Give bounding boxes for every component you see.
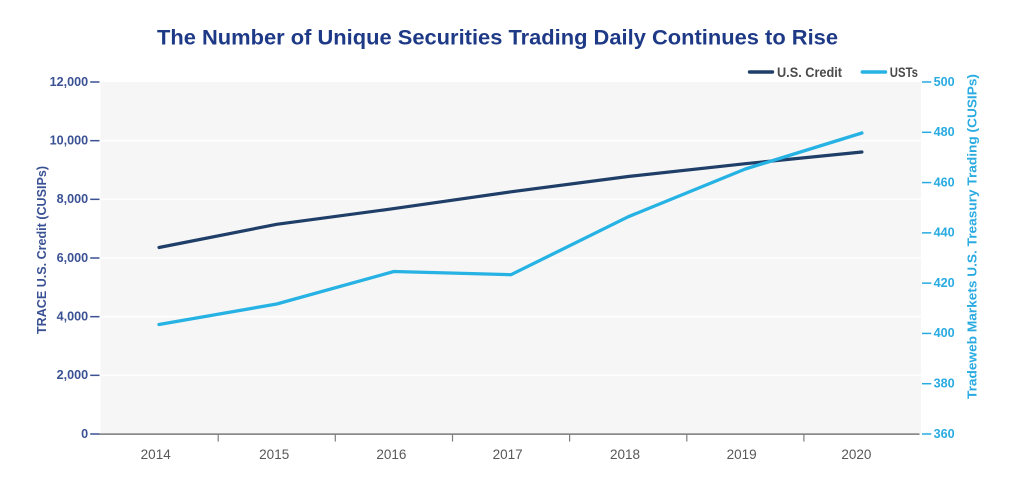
svg-text:480: 480 bbox=[934, 125, 955, 139]
svg-text:2017: 2017 bbox=[493, 447, 523, 462]
svg-text:420: 420 bbox=[934, 276, 955, 290]
svg-text:2019: 2019 bbox=[727, 447, 757, 462]
svg-text:8,000: 8,000 bbox=[57, 192, 89, 206]
svg-text:The Number of Unique Securitie: The Number of Unique Securities Trading … bbox=[157, 27, 838, 50]
svg-text:U.S. Credit: U.S. Credit bbox=[777, 65, 842, 80]
svg-text:0: 0 bbox=[81, 427, 88, 441]
svg-text:2020: 2020 bbox=[841, 447, 871, 462]
svg-text:2016: 2016 bbox=[376, 447, 406, 462]
svg-text:TRACE U.S. Credit (CUSIPs): TRACE U.S. Credit (CUSIPs) bbox=[35, 166, 49, 334]
svg-text:4,000: 4,000 bbox=[57, 309, 89, 323]
svg-text:Tradeweb Markets U.S. Treasury: Tradeweb Markets U.S. Treasury Trading (… bbox=[966, 74, 980, 399]
svg-text:12,000: 12,000 bbox=[50, 75, 89, 89]
svg-text:460: 460 bbox=[934, 175, 955, 189]
svg-text:2018: 2018 bbox=[610, 447, 640, 462]
svg-text:380: 380 bbox=[934, 377, 955, 391]
svg-text:360: 360 bbox=[934, 427, 955, 441]
svg-text:6,000: 6,000 bbox=[57, 251, 89, 265]
svg-text:500: 500 bbox=[934, 75, 955, 89]
svg-text:2015: 2015 bbox=[259, 447, 289, 462]
svg-text:USTs: USTs bbox=[890, 65, 918, 80]
svg-text:10,000: 10,000 bbox=[50, 133, 89, 147]
svg-text:2014: 2014 bbox=[141, 447, 172, 462]
svg-text:440: 440 bbox=[934, 226, 955, 240]
svg-text:2,000: 2,000 bbox=[57, 368, 89, 382]
svg-text:400: 400 bbox=[934, 326, 955, 340]
